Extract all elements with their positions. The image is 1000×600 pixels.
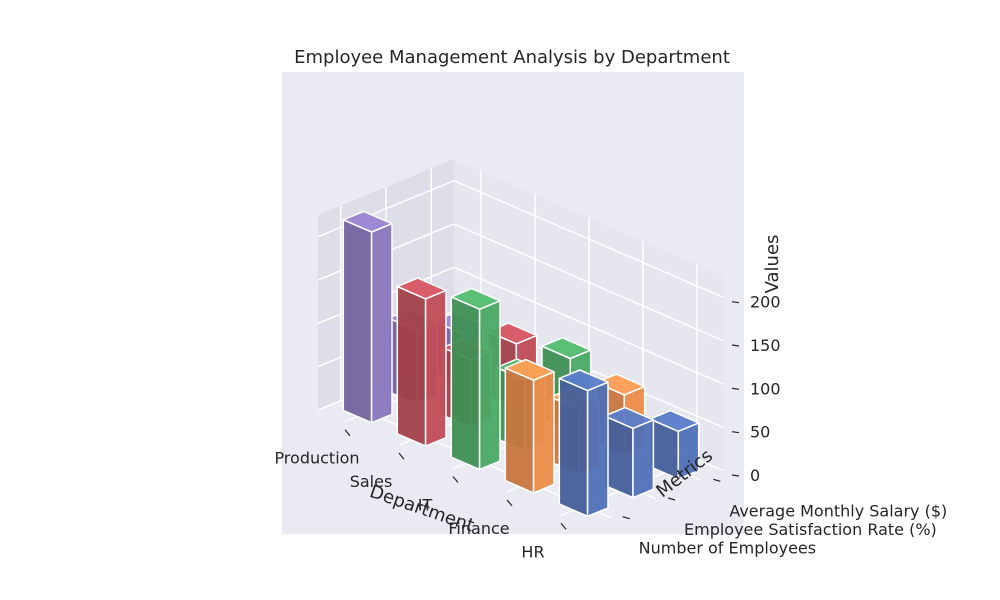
bar-top-face	[603, 406, 655, 430]
z-tick-label: 50	[750, 423, 770, 442]
bar-front-face	[504, 367, 535, 494]
bar-front-face	[342, 219, 373, 424]
y-tick-label: Employee Satisfaction Rate (%)	[684, 520, 937, 539]
bar-finance-metric-0	[504, 358, 555, 494]
y-tick-mark	[713, 478, 721, 482]
y-tick-label: Number of Employees	[639, 539, 816, 558]
bar-top-face	[450, 287, 501, 310]
bar-front-face	[558, 377, 589, 518]
x-tick-label: HR	[521, 542, 544, 561]
axis-ticks: Production Sales IT Finance HR Number of Empl…	[274, 293, 947, 562]
z-tick-label: 100	[750, 379, 781, 398]
z-axis-label: Values	[762, 235, 783, 294]
x-tick-label: IT	[418, 496, 433, 515]
x-tick-mark	[398, 452, 405, 460]
bar-hr-metric-1	[603, 406, 655, 499]
z-tick-label: 0	[750, 466, 760, 485]
bar-top-face	[396, 277, 447, 300]
z-tick-label: 200	[750, 293, 781, 312]
bar-top-face	[342, 210, 393, 233]
bars	[342, 210, 700, 518]
bar-hr-metric-2	[649, 409, 700, 480]
z-tick-mark	[731, 431, 740, 434]
z-tick-label: 150	[750, 336, 781, 355]
bar-front-face	[603, 415, 634, 499]
bar-side-face	[478, 300, 501, 471]
x-tick-mark	[452, 476, 459, 483]
bar-side-face	[586, 381, 609, 518]
z-tick-mark	[731, 301, 740, 304]
x-tick-mark	[560, 522, 567, 530]
bar-production-metric-0	[342, 210, 393, 424]
z-tick-mark	[731, 387, 740, 390]
x-tick-label: Production	[274, 449, 359, 468]
bar-side-face	[532, 371, 555, 494]
bar-side-face	[424, 289, 447, 447]
bar-side-face	[370, 222, 393, 424]
x-tick-mark	[506, 499, 513, 507]
bar-top-face	[504, 358, 555, 381]
x-tick-mark	[344, 429, 351, 437]
bar-front-face	[396, 285, 427, 447]
bar-front-face	[450, 296, 481, 471]
bar-top-face	[558, 369, 609, 392]
x-tick-label: Sales	[350, 472, 393, 491]
y-tick-mark	[622, 516, 630, 520]
bar-top-face	[649, 409, 700, 433]
bar-top-face	[595, 373, 646, 396]
chart-title: Employee Management Analysis by Departme…	[294, 47, 730, 68]
bar-sales-metric-0	[396, 277, 447, 447]
y-tick-label: Average Monthly Salary ($)	[729, 501, 947, 520]
bar-it-metric-0	[450, 287, 501, 471]
bar-side-face	[632, 419, 655, 499]
bar-top-face	[541, 337, 592, 360]
z-tick-mark	[731, 474, 740, 477]
z-tick-mark	[731, 344, 740, 347]
y-tick-mark	[667, 497, 676, 501]
x-tick-label: Finance	[448, 519, 509, 538]
bar-hr-metric-0	[558, 369, 609, 518]
